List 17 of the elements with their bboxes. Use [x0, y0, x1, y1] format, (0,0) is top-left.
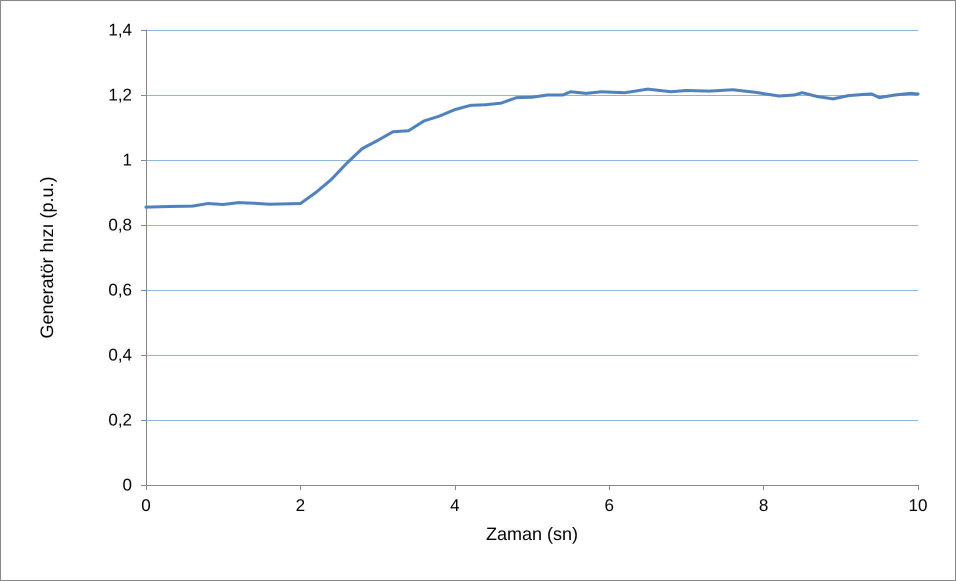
y-tick-label: 0,6	[108, 280, 132, 300]
x-tick-label: 6	[604, 496, 614, 515]
y-tick-label: 1	[122, 150, 132, 170]
y-tick-label: 0,2	[108, 410, 132, 430]
x-tick-label: 0	[141, 496, 151, 515]
x-axis-title: Zaman (sn)	[486, 524, 578, 544]
y-tick-label: 1,2	[108, 86, 132, 104]
y-axis-title: Generatör hızı (p.u.)	[37, 176, 57, 339]
line-series	[144, 88, 920, 209]
x-tick-label: 8	[758, 496, 768, 515]
x-tick-label: 4	[450, 496, 460, 515]
y-tick-label: 0,8	[108, 216, 132, 234]
y-tick-label: 0	[122, 476, 132, 494]
x-tick-label: 10	[908, 496, 928, 515]
x-tick-label: 2	[296, 496, 306, 515]
y-tick-label: 0,4	[108, 346, 132, 364]
y-tick-label: 1,4	[108, 20, 132, 40]
